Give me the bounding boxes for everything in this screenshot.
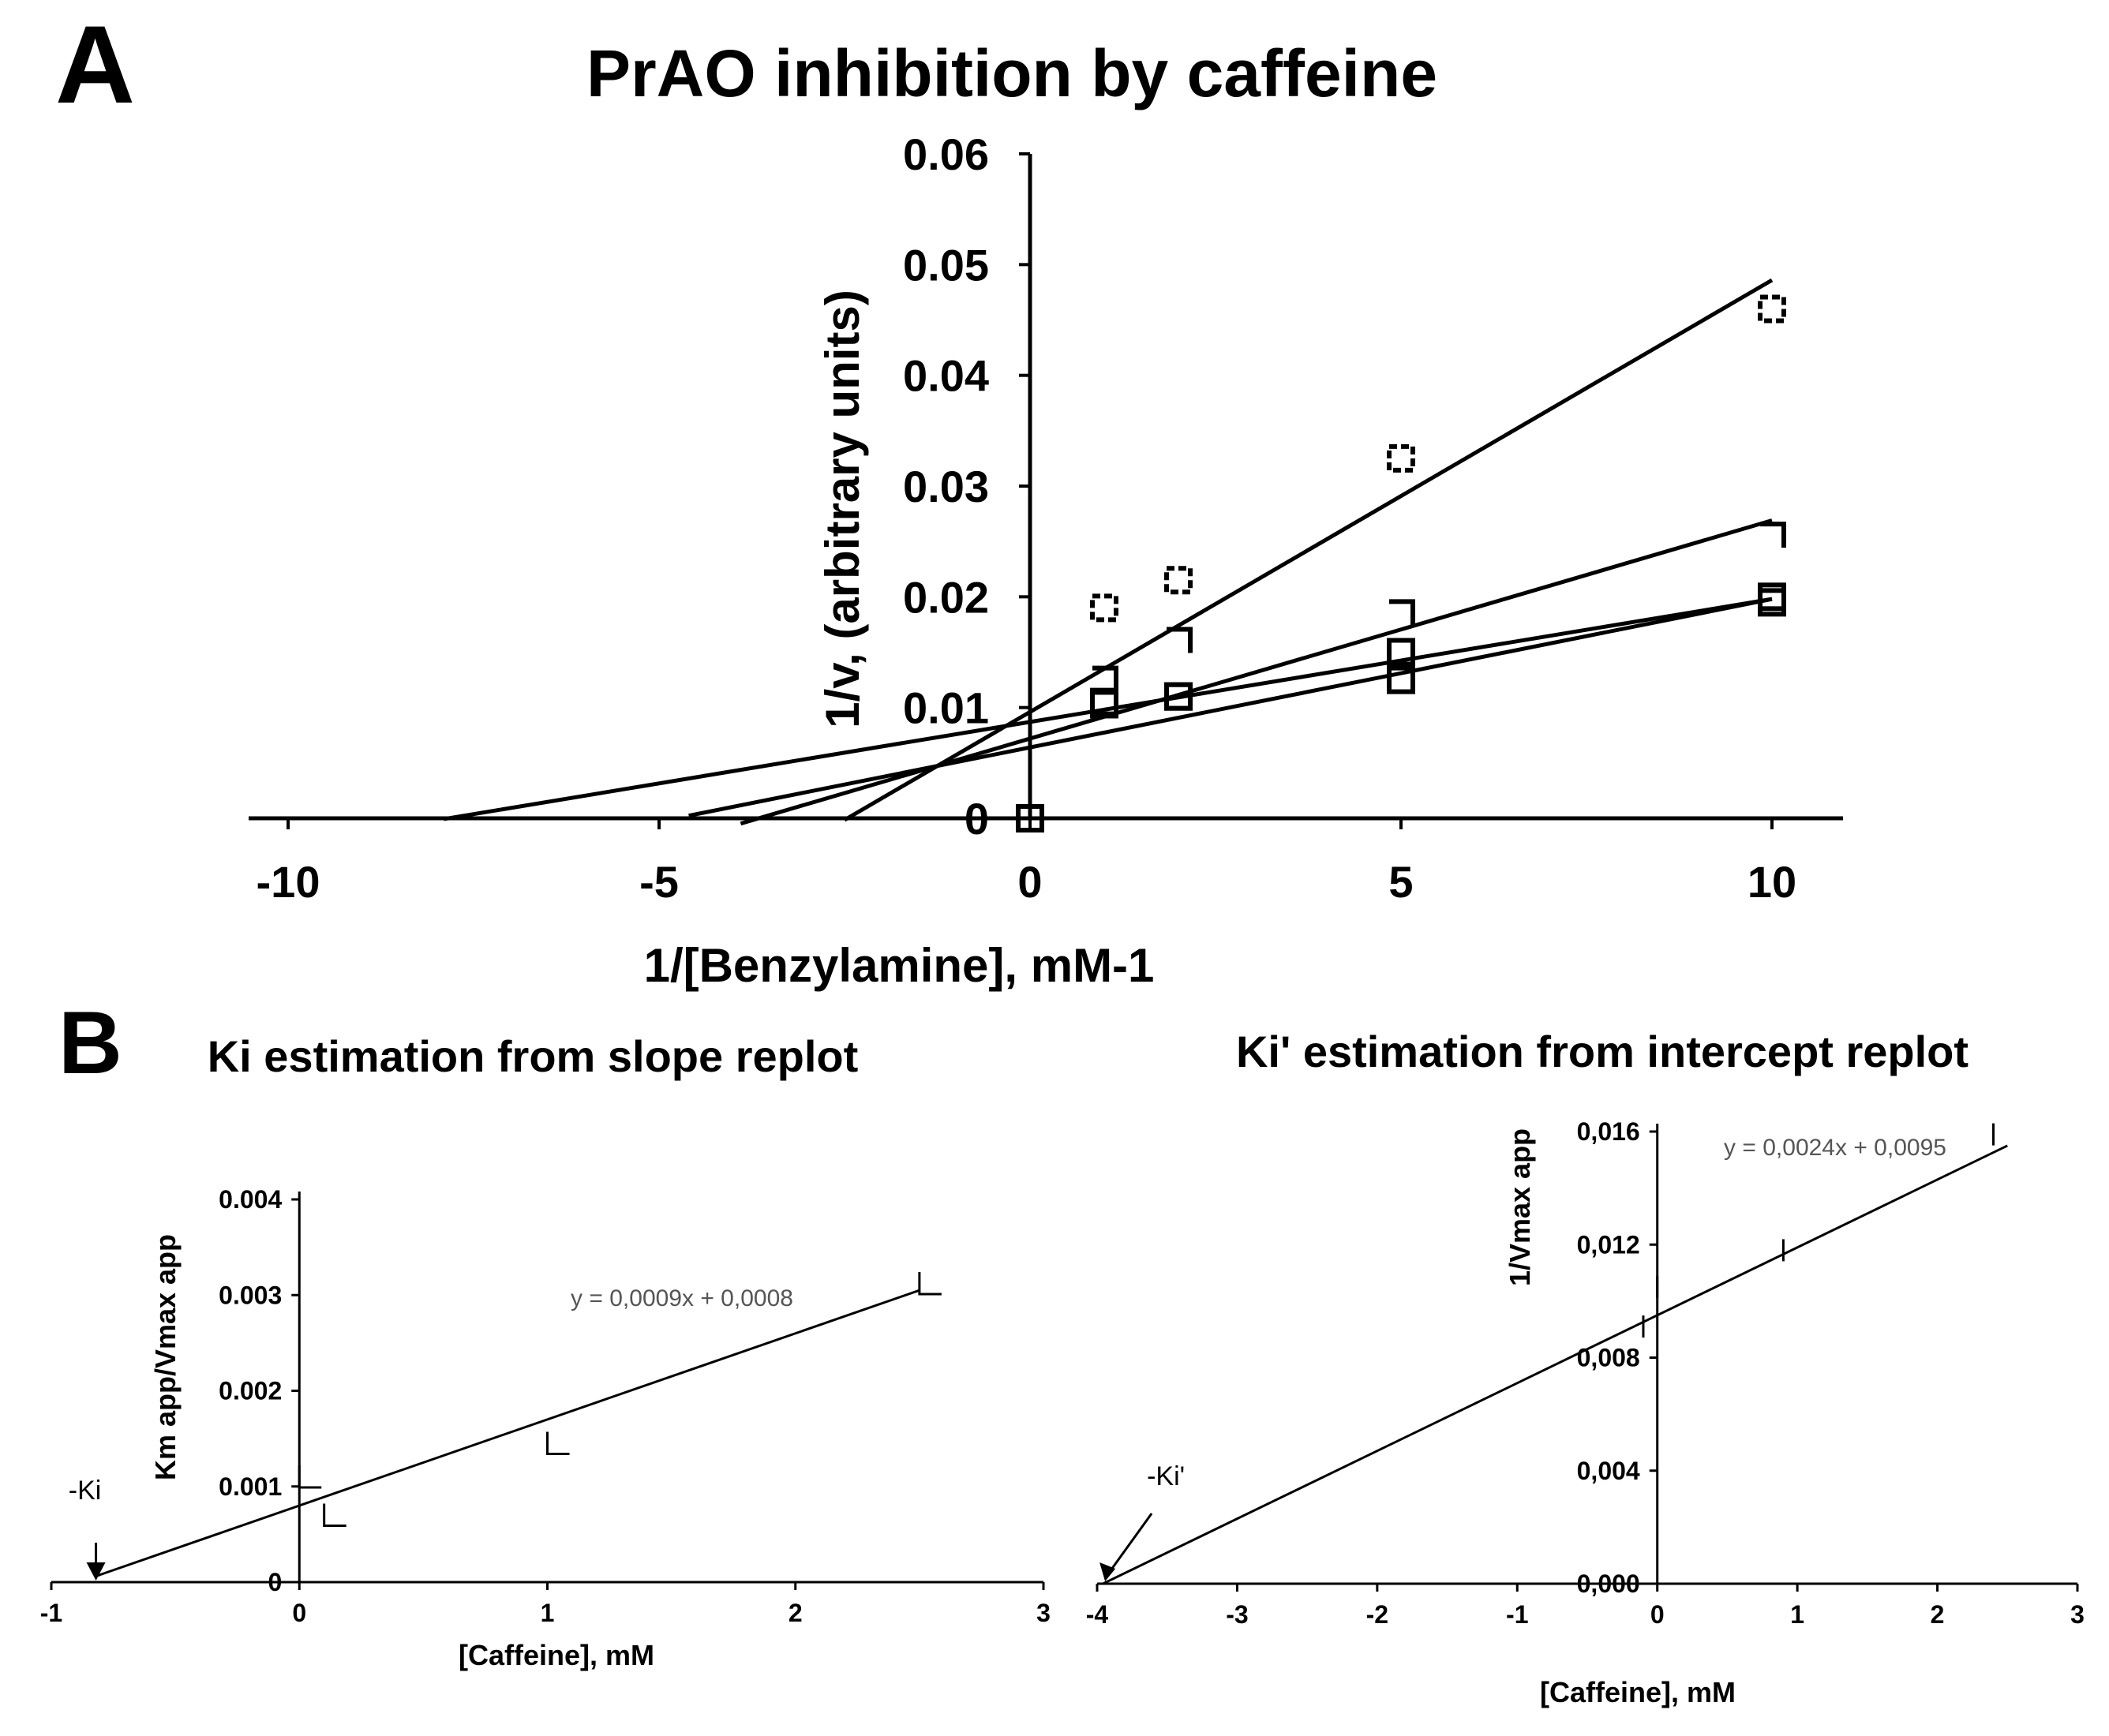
chart-a-x-tick-label: -5 xyxy=(639,857,679,907)
chart-b-right-x-tick-label: -3 xyxy=(1226,1600,1248,1629)
chart-a-y-tick-label: 0.02 xyxy=(903,572,989,622)
chart-a-y-tick-label: 0.04 xyxy=(903,351,989,401)
chart-a-y-tick-label: 0.05 xyxy=(903,240,989,290)
chart-b-right-y-label: 1/Vmax app xyxy=(1504,1128,1536,1286)
chart-b-left-x-tick-label: 0 xyxy=(292,1599,306,1627)
chart-a-point-series-4 xyxy=(1387,443,1415,473)
chart-b-left-point xyxy=(918,1272,942,1296)
chart-b-right-fit-line xyxy=(1102,1144,2008,1585)
chart-a-x-tick-label: 0 xyxy=(1017,857,1042,907)
chart-b-right-annotation: -Ki' xyxy=(1147,1461,1185,1491)
chart-b-right-arrow-head xyxy=(1099,1562,1116,1581)
chart-b-right-y-tick-label: 0,000 xyxy=(1577,1570,1640,1598)
chart-b-right-x-tick-label: -2 xyxy=(1366,1600,1388,1629)
chart-b-left-x-tick-label: 1 xyxy=(541,1599,555,1627)
chart-a-point-series-1 xyxy=(1016,804,1044,832)
chart-a-y-tick-label: 0.01 xyxy=(903,683,989,733)
chart-a-point-series-2 xyxy=(1758,582,1786,612)
chart-a-point-series-2 xyxy=(1387,638,1415,667)
chart-b-left-equation: y = 0,0009x + 0,0008 xyxy=(571,1285,793,1311)
chart-b-right-x-tick-label: -4 xyxy=(1086,1600,1109,1629)
chart-b-left-fit-line xyxy=(96,1289,920,1577)
chart-b-left-annotation: -Ki xyxy=(69,1476,102,1506)
chart-a-point-series-3 xyxy=(1389,599,1415,626)
chart-b-left: Ki estimation from slope replot [Caffein… xyxy=(40,1031,1051,1671)
chart-b-right-x-label: [Caffeine], mM xyxy=(1540,1676,1736,1708)
chart-b-left-y-tick-label: 0.003 xyxy=(219,1281,282,1309)
chart-b-left-y-tick-label: 0.001 xyxy=(219,1472,282,1501)
chart-b-right-title: Ki' estimation from intercept replot xyxy=(1236,1027,1969,1076)
chart-a-x-tick-label: 5 xyxy=(1388,857,1413,907)
chart-a-point-series-1 xyxy=(1387,665,1415,694)
chart-a-point-series-3 xyxy=(1167,627,1193,653)
chart-b-left-title: Ki estimation from slope replot xyxy=(208,1031,859,1081)
chart-b-right-equation: y = 0,0024x + 0,0095 xyxy=(1724,1135,1946,1161)
chart-a-point-series-4 xyxy=(1758,294,1786,324)
chart-a-fit-line-1 xyxy=(688,597,1773,818)
chart-a-y-tick-label: 0.06 xyxy=(903,129,989,179)
chart-b-left-y-label: Km app/Vmax app xyxy=(149,1234,182,1480)
chart-b-right-y-tick-label: 0,008 xyxy=(1577,1344,1640,1372)
chart-a-y-tick-label: 0 xyxy=(965,794,989,844)
chart-b-left-y-tick-label: 0.002 xyxy=(219,1377,282,1405)
chart-a-y-label: 1/v, (arbitrary units) xyxy=(816,290,869,728)
chart-b-left-y-tick-label: 0.004 xyxy=(219,1185,282,1214)
chart-b-left-x-tick-label: 2 xyxy=(789,1599,803,1627)
chart-b-right-y-tick-label: 0,004 xyxy=(1577,1457,1640,1485)
chart-a-fit-line-4 xyxy=(843,278,1774,822)
chart-b-right-x-tick-label: 1 xyxy=(1790,1600,1804,1629)
panel-label-a: A xyxy=(55,2,135,126)
chart-b-left-point xyxy=(323,1503,347,1527)
chart-b-left-point xyxy=(298,1465,322,1489)
chart-a-x-label: 1/[Benzylamine], mM-1 xyxy=(644,939,1155,992)
chart-a-title: PrAO inhibition by caffeine xyxy=(586,36,1437,110)
chart-b-right-x-tick-label: -1 xyxy=(1506,1600,1528,1629)
chart-a-point-series-3 xyxy=(1092,665,1118,692)
chart-b-right-y-tick-label: 0,012 xyxy=(1577,1230,1640,1259)
chart-b-left-x-tick-label: -1 xyxy=(40,1599,62,1627)
chart-a-point-series-4 xyxy=(1164,566,1193,595)
panel-label-b: B xyxy=(58,993,122,1092)
chart-a-point-series-3 xyxy=(1760,522,1786,548)
chart-b-left-x-tick-label: 3 xyxy=(1036,1599,1051,1627)
chart-a-x-tick-label: 10 xyxy=(1748,857,1796,907)
chart-b-left-x-label: [Caffeine], mM xyxy=(459,1639,654,1671)
chart-a-fit-line-2 xyxy=(443,597,1773,821)
chart-b-left-point xyxy=(546,1431,570,1456)
chart-a-point-series-4 xyxy=(1090,593,1118,623)
chart-a: PrAO inhibition by caffeine 1/[Benzylami… xyxy=(249,36,1843,992)
chart-b-right: Ki' estimation from intercept replot [Ca… xyxy=(1086,1027,2085,1708)
chart-a-y-tick-label: 0.03 xyxy=(903,462,989,511)
chart-b-left-y-tick-label: 0 xyxy=(268,1568,282,1596)
chart-a-fit-line-3 xyxy=(740,518,1773,826)
chart-b-right-y-tick-label: 0,016 xyxy=(1577,1117,1640,1146)
chart-b-right-x-tick-label: 0 xyxy=(1650,1600,1665,1629)
chart-b-right-arrow-shaft xyxy=(1107,1513,1153,1573)
chart-b-left-arrow-head xyxy=(86,1562,106,1581)
chart-b-right-x-tick-label: 2 xyxy=(1931,1600,1945,1629)
chart-a-x-tick-label: -10 xyxy=(257,857,320,907)
chart-b-right-x-tick-label: 3 xyxy=(2070,1600,2085,1629)
